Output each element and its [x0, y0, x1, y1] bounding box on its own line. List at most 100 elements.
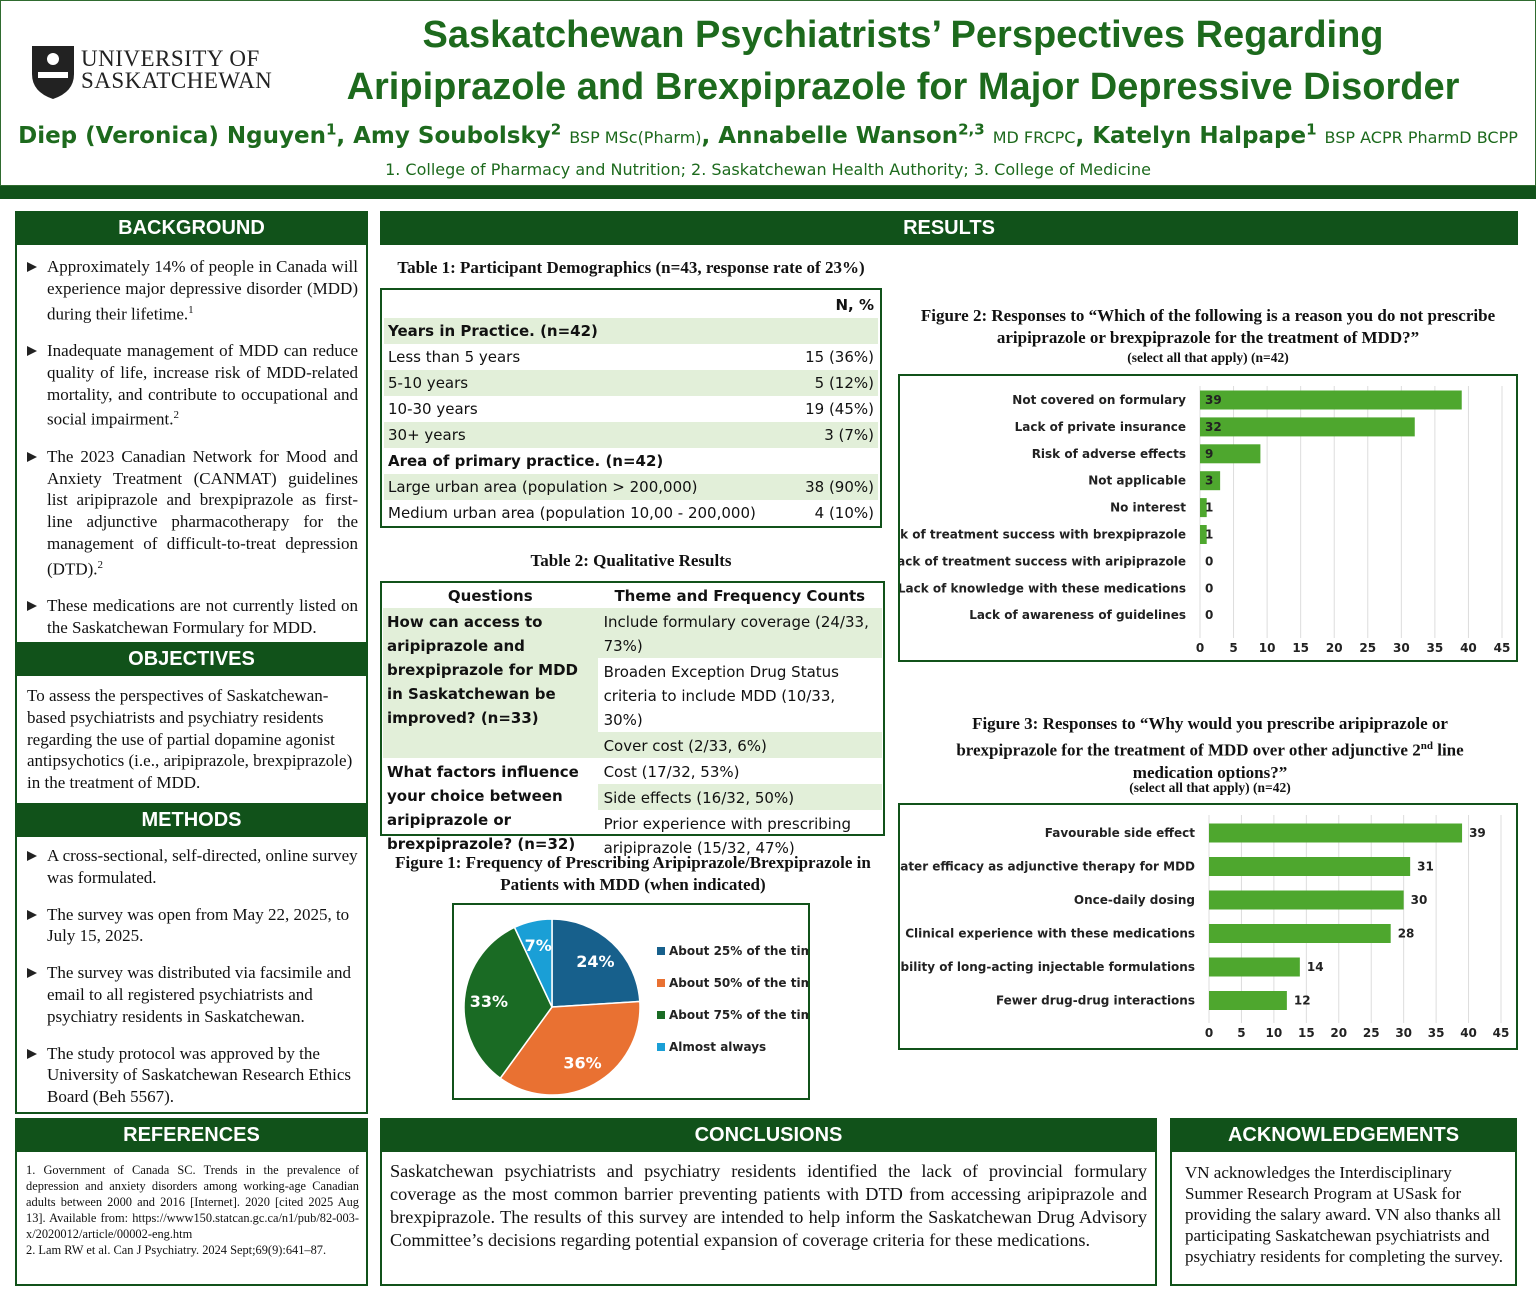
affiliation-mark: 2: [550, 120, 562, 138]
category-label: Lack of awareness of guidelines: [969, 608, 1186, 622]
figure-title: Figure 1: Frequency of Prescribing Aripi…: [395, 853, 871, 894]
label-cell: 10-30 years: [388, 400, 478, 418]
bar: [1200, 498, 1207, 518]
table-header-row: N, %: [384, 292, 878, 318]
table2: Questions Theme and Frequency Counts How c…: [380, 581, 885, 857]
pie-slice: [499, 1000, 641, 1096]
legend-label: About 75% of the time: [669, 1008, 810, 1022]
table: N, % Years in Practice. (n=42) Less than 5…: [384, 292, 878, 526]
theme-cell: Cover cost (2/33, 6%): [597, 732, 882, 758]
label-cell: 30+ years: [388, 426, 466, 444]
category-label: Fewer drug-drug interactions: [996, 994, 1195, 1008]
category-label: Lack of treatment success with aripipraz…: [898, 554, 1186, 568]
figure-subtitle: (select all that apply) (n=42): [1129, 780, 1291, 795]
label-cell: Large urban area (population > 200,000): [388, 478, 698, 496]
label-cell: Less than 5 years: [388, 348, 521, 366]
section-heading: ACKNOWLEDGEMENTS: [1170, 1118, 1517, 1152]
table-row: Medium urban area (population 10,00 - 20…: [384, 500, 878, 526]
references-body: 1. Government of Canada SC. Trends in th…: [26, 1162, 359, 1258]
bullet: The survey was distributed via facsimile…: [18, 962, 358, 1027]
table-row: Area of primary practice. (n=42): [384, 448, 878, 474]
header-cell: Questions: [447, 587, 533, 605]
x-tick-label: 30: [1393, 641, 1410, 655]
section-heading: REFERENCES: [15, 1118, 368, 1152]
value-label: 0: [1205, 581, 1213, 595]
label-cell: Medium urban area (population 10,00 - 20…: [388, 504, 756, 522]
value-label: 12: [1294, 994, 1311, 1008]
label-cell: 5-10 years: [388, 374, 469, 392]
value-label: 0: [1205, 608, 1213, 622]
value-cell: 19 (45%): [805, 400, 874, 418]
bullet: The 2023 Canadian Network for Mood and A…: [18, 446, 358, 580]
theme-cell: Prior experience with prescribing aripip…: [603, 815, 851, 857]
section-cell: Area of primary practice. (n=42): [388, 452, 664, 470]
value-label: 36%: [563, 1054, 601, 1073]
value-label: 39: [1205, 393, 1222, 407]
category-label: Once-daily dosing: [1074, 893, 1195, 907]
authors: Diep (Veronica) Nguyen1Amy Soubolsky2 BS…: [0, 120, 1536, 149]
table-row: Broaden Exception Drug Status criteria t…: [383, 658, 882, 732]
category-label: Availibility of long-acting injectable f…: [898, 960, 1195, 974]
table-row: Cover cost (2/33, 6%): [383, 732, 882, 758]
logo-text: UNIVERSITY OF: [81, 46, 260, 71]
logo-shield: [32, 46, 74, 99]
category-label: Lack of private insurance: [1015, 420, 1186, 434]
table-row: 30+ years 3 (7%): [384, 422, 878, 448]
bullet: The study protocol was approved by the U…: [18, 1043, 358, 1108]
title-text: Figure 3: Responses to “Why would you pr…: [956, 714, 1448, 760]
author: Annabelle Wanson2,3 MD FRCPC: [718, 120, 1092, 149]
bar-chart: 0 5 10 15 20 25 30 35 40 45 Favourable side effect…: [898, 803, 1518, 1050]
value-label: 1: [1205, 501, 1213, 515]
table-title: Table 1: Participant Demographics (n=43,…: [397, 258, 865, 277]
category-label: Risk of adverse effects: [1032, 447, 1186, 461]
x-tick-label: 5: [1229, 641, 1237, 655]
x-tick-label: 45: [1494, 641, 1511, 655]
bullet-text: The 2023 Canadian Network for Mood and A…: [47, 446, 358, 579]
author-name: Diep (Veronica) Nguyen: [18, 122, 326, 149]
theme-cell: Broaden Exception Drug Status criteria t…: [603, 663, 839, 729]
title-sup: nd: [1420, 740, 1433, 752]
question-cell: How can access to aripiprazole and brexp…: [383, 608, 598, 758]
figure-title: Figure 3: Responses to “Why would you pr…: [920, 713, 1500, 784]
affiliations: 1. College of Pharmacy and Nutrition; 2.…: [385, 160, 1151, 179]
author-name: Annabelle Wanson: [718, 122, 959, 149]
credentials: MD FRCPC: [992, 127, 1076, 147]
author: Amy Soubolsky2 BSP MSc(Pharm): [353, 120, 718, 149]
x-tick-label: 15: [1298, 1026, 1315, 1040]
author: Diep (Veronica) Nguyen1: [18, 120, 353, 149]
table-title: Table 2: Qualitative Results: [530, 551, 732, 570]
table-row: Less than 5 years 15 (36%): [384, 344, 878, 370]
section-heading: RESULTS: [380, 211, 1518, 245]
bar: [1209, 924, 1391, 943]
x-tick-label: 25: [1359, 641, 1376, 655]
value-cell: 38 (90%): [805, 478, 874, 496]
conclusions-body: Saskatchewan psychiatrists and psychiatr…: [390, 1161, 1147, 1250]
citation: 2: [97, 558, 104, 571]
background-body: Approximately 14% of people in Canada wi…: [18, 256, 358, 654]
value-label: 0: [1205, 554, 1213, 568]
affiliation-mark: 1: [1306, 120, 1317, 138]
category-label: Clinical experience with these medicatio…: [905, 927, 1195, 941]
table-row: 10-30 years 19 (45%): [384, 396, 878, 422]
bar: [1209, 857, 1411, 876]
legend-swatch: [657, 1011, 665, 1019]
author-name: Amy Soubolsky: [353, 122, 551, 149]
pie-slice: [551, 918, 641, 1008]
methods-body: A cross-sectional, self-directed, online…: [18, 845, 358, 1123]
pie-slice: [513, 918, 553, 1008]
x-tick-label: 0: [1205, 1026, 1213, 1040]
section-cell: Years in Practice. (n=42): [388, 322, 598, 340]
table-row: Large urban area (population > 200,000) 3…: [384, 474, 878, 500]
bullet: These medications are not currently list…: [18, 595, 358, 639]
value-label: 33%: [470, 992, 508, 1011]
bullet-text: These medications are not currently list…: [47, 596, 358, 638]
x-tick-label: 15: [1292, 641, 1309, 655]
value-cell: 15 (36%): [805, 348, 874, 366]
section-heading: METHODS: [15, 803, 368, 837]
x-tick-label: 10: [1266, 1026, 1283, 1040]
bar: [1200, 390, 1462, 410]
bullet-text: Approximately 14% of people in Canada wi…: [47, 257, 358, 324]
theme-cell: Cost (17/32, 53%): [603, 763, 740, 781]
legend-swatch: [657, 1043, 665, 1051]
